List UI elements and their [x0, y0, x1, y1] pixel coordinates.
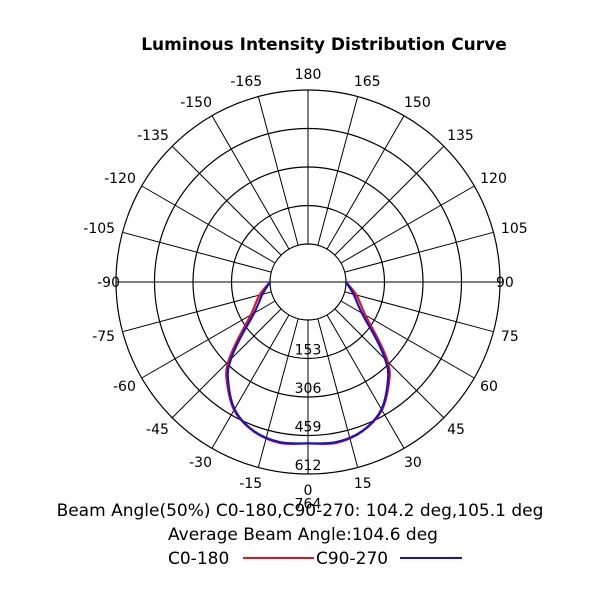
angle-label-120: 120 [480, 171, 507, 187]
grid-spoke [334, 145, 445, 256]
angle-label-105: 105 [501, 221, 528, 237]
intensity-curves [225, 281, 391, 446]
angle-spokes [116, 90, 500, 474]
angle-label-60: 60 [480, 379, 498, 395]
angle-label-neg150: -150 [180, 95, 212, 111]
grid-spoke [340, 185, 475, 264]
grid-spoke [171, 308, 282, 419]
radial-tick-label: 459 [295, 420, 322, 436]
angle-label-neg60: -60 [113, 379, 136, 395]
angle-label-neg75: -75 [92, 329, 115, 345]
angle-label-30: 30 [404, 455, 422, 471]
grid-spoke [334, 308, 445, 419]
radial-tick-label: 764 [295, 497, 322, 513]
grid-spoke [344, 291, 494, 333]
grid-spoke [122, 231, 272, 273]
legend-label-c0-180: C0-180 [168, 549, 229, 569]
angle-label-135: 135 [447, 128, 474, 144]
angle-labels: 0 15 30 45 60 75 90 105 120 135 150 165 180 -165 -150 -… [83, 67, 527, 499]
angle-label-15: 15 [354, 476, 372, 492]
angle-label-180: 180 [295, 67, 322, 83]
legend: C0-180 C90-270 [168, 549, 462, 569]
angle-label-neg165: -165 [230, 74, 262, 90]
angle-label-45: 45 [447, 422, 465, 438]
chart-title: Luminous Intensity Distribution Curve [141, 35, 507, 55]
grid-spoke [257, 96, 299, 246]
angle-label-neg105: -105 [83, 221, 115, 237]
grid-spoke [141, 185, 276, 264]
grid-spoke [326, 115, 405, 250]
average-beam-angle-text: Average Beam Angle:104.6 deg [168, 525, 438, 545]
grid-spoke [211, 115, 290, 250]
grid-spoke [344, 231, 494, 273]
angle-label-neg135: -135 [137, 128, 169, 144]
radial-tick-label: 153 [295, 343, 322, 359]
angle-label-90: 90 [496, 275, 514, 291]
angle-label-150: 150 [404, 95, 431, 111]
grid-spoke [326, 314, 405, 449]
grid-spoke [171, 145, 282, 256]
angle-label-neg15: -15 [239, 476, 262, 492]
beam-angle-text: Beam Angle(50%) C0-180,C90-270: 104.2 de… [57, 501, 544, 521]
grid-spoke [317, 318, 359, 468]
angle-label-neg120: -120 [104, 171, 136, 187]
legend-label-c90-270: C90-270 [316, 549, 388, 569]
angle-label-neg90: -90 [97, 275, 120, 291]
grid-spoke [122, 291, 272, 333]
angle-label-75: 75 [501, 329, 519, 345]
angle-label-0: 0 [304, 483, 313, 499]
radial-tick-label: 612 [295, 458, 322, 474]
grid-spoke [317, 96, 359, 246]
angle-label-neg30: -30 [189, 455, 212, 471]
radial-tick-labels: 153 306 459 612 764 [295, 343, 322, 513]
angle-label-neg45: -45 [146, 422, 169, 438]
angle-label-165: 165 [354, 74, 381, 90]
radial-tick-label: 306 [295, 381, 322, 397]
grid-spoke [257, 318, 299, 468]
series-line-c90-270 [226, 281, 390, 445]
grid-spoke [211, 314, 290, 449]
